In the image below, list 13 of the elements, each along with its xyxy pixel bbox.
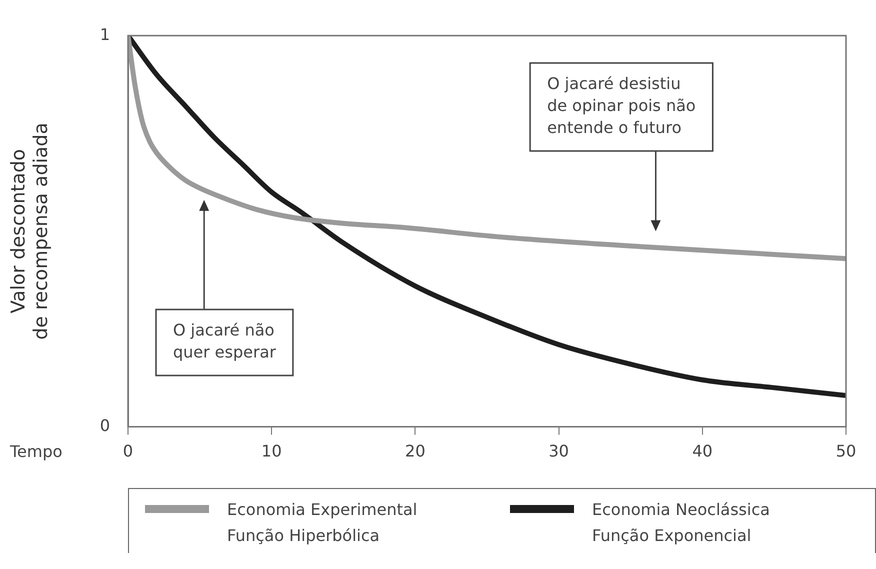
annotation: O jacaré não quer esperar xyxy=(173,320,276,362)
legend-label: Economia Experimental Função Hiperbólica xyxy=(227,499,418,547)
x-tick-label: 30 xyxy=(548,442,569,461)
x-tick-label: 10 xyxy=(261,442,282,461)
y-tick-label: 1 xyxy=(100,24,110,44)
x-tick-label: 0 xyxy=(122,442,134,461)
annotation: O jacaré desistiu de opinar pois não entende o futuro xyxy=(547,74,696,138)
x-tick-label: 50 xyxy=(836,442,856,461)
y-axis-title: Valor descontado de recompensa adiada xyxy=(7,122,52,340)
x-axis-title: Tempo xyxy=(9,442,62,461)
x-tick-label: 40 xyxy=(692,442,713,461)
legend-label: Economia Neoclássica Função Exponencial xyxy=(592,499,770,547)
x-tick-label: 20 xyxy=(405,442,426,461)
